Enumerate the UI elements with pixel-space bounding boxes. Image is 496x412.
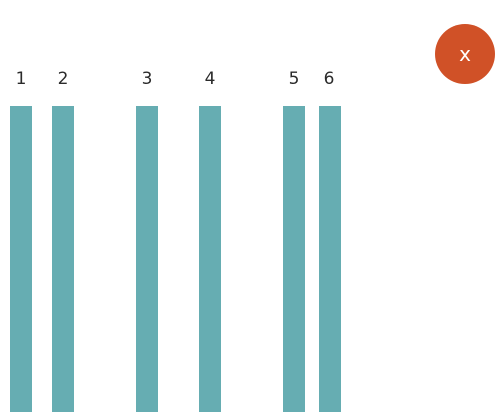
bar-2[interactable] xyxy=(52,106,74,412)
bar-label-6: 6 xyxy=(323,69,335,89)
bar-3[interactable] xyxy=(136,106,158,412)
bar-label-3: 3 xyxy=(141,69,153,89)
bar-6[interactable] xyxy=(319,106,341,412)
bar-label-5: 5 xyxy=(288,69,300,89)
bar-label-4: 4 xyxy=(204,69,216,89)
bar-5[interactable] xyxy=(283,106,305,412)
bar-4[interactable] xyxy=(199,106,221,412)
close-button[interactable]: x xyxy=(435,24,495,84)
bar-1[interactable] xyxy=(10,106,32,412)
bar-label-1: 1 xyxy=(15,69,27,89)
close-icon: x xyxy=(459,42,471,66)
bar-label-2: 2 xyxy=(57,69,69,89)
